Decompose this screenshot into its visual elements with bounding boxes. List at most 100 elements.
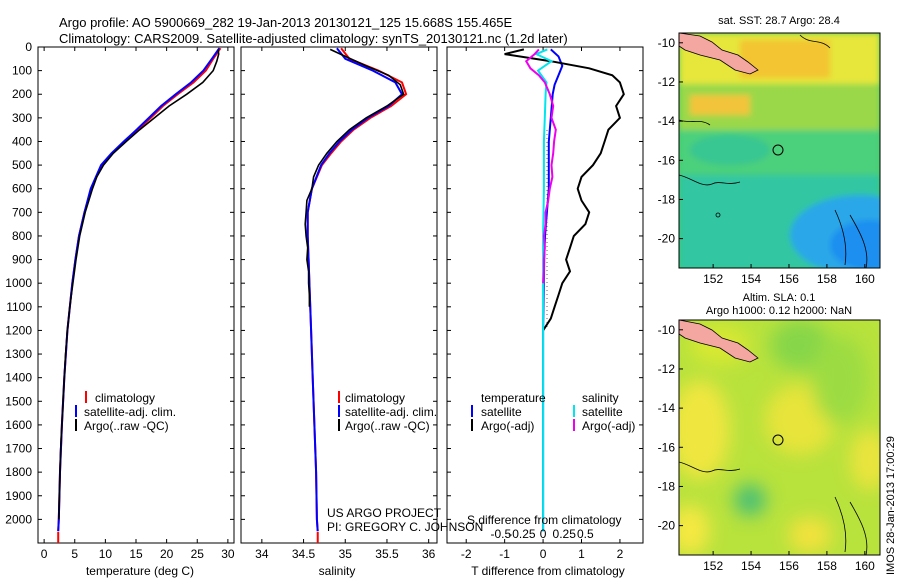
s-diff-tick-label: -0.5 bbox=[490, 527, 511, 541]
x-tick-label: 25 bbox=[191, 547, 205, 561]
map-y-tick-label: -10 bbox=[658, 323, 676, 337]
depth-tick-label: 0 bbox=[25, 40, 32, 54]
salinity-legend: climatology satellite-adj. clim. Argo(..… bbox=[338, 391, 437, 433]
depth-tick-label: 100 bbox=[12, 64, 32, 78]
map-y-tick-label: -14 bbox=[658, 114, 676, 128]
salinity-x-axis: 34 34.5 35 35.5 36 bbox=[255, 47, 436, 561]
sla-map-frame bbox=[678, 319, 881, 556]
depth-tick-label: 600 bbox=[12, 182, 32, 196]
x-tick-label: 15 bbox=[129, 547, 143, 561]
x-tick-label: 30 bbox=[221, 547, 235, 561]
legend-label-s-argo: Argo(-adj) bbox=[582, 419, 635, 433]
depth-tick-label: 300 bbox=[12, 111, 32, 125]
sla-map bbox=[679, 320, 880, 555]
depth-tick-label: 1600 bbox=[5, 418, 32, 432]
legend-label-argo: Argo(..raw -QC) bbox=[84, 419, 169, 433]
legend-label-t-argo: Argo(-adj) bbox=[481, 419, 534, 433]
map-x-tick-label: 160 bbox=[855, 559, 875, 573]
legend-label-t-satellite: satellite bbox=[481, 405, 522, 419]
map-x-tick-label: 158 bbox=[817, 559, 837, 573]
argo-position-marker bbox=[772, 434, 784, 446]
depth-tick-label: 1100 bbox=[6, 300, 32, 314]
x-tick-label: 36 bbox=[422, 547, 436, 561]
depth-tick-label: 1300 bbox=[5, 347, 32, 361]
salinity-axis-label: salinity bbox=[319, 564, 356, 578]
coastline bbox=[679, 33, 759, 75]
map-y-tick-label: -16 bbox=[658, 153, 676, 167]
map-x-tick-label: 154 bbox=[741, 559, 761, 573]
salinity-profiles bbox=[304, 47, 408, 543]
pi-credit: PI: GREGORY C. JOHNSON bbox=[327, 520, 483, 534]
salinity-plot-frame bbox=[240, 46, 438, 544]
map-y-tick-label: -10 bbox=[658, 36, 676, 50]
header-line-2: Climatology: CARS2009. Satellite-adjuste… bbox=[59, 31, 568, 46]
x-tick-label: 2 bbox=[617, 547, 624, 561]
legend-title-salinity: salinity bbox=[582, 391, 619, 405]
sla-map-subtitle: Argo h1000: 0.12 h2000: NaN bbox=[706, 305, 852, 317]
map-y-tick-label: -18 bbox=[658, 192, 676, 206]
map-x-tick-label: 156 bbox=[779, 272, 799, 286]
map-x-tick-label: 152 bbox=[703, 272, 723, 286]
depth-tick-label: 1500 bbox=[5, 394, 32, 408]
legend-label-climatology: climatology bbox=[95, 391, 155, 405]
series-line bbox=[58, 49, 220, 520]
x-tick-label: 1 bbox=[578, 547, 585, 561]
sla-map-axes: 152 154 156 158 160 -10 -12 -14 -16 -18 -20 bbox=[658, 323, 876, 573]
map-y-tick-label: -16 bbox=[658, 440, 676, 454]
map-x-tick-label: 160 bbox=[855, 272, 875, 286]
legend-title-temperature: temperature bbox=[481, 391, 546, 405]
depth-tick-label: 1800 bbox=[5, 465, 32, 479]
x-tick-label: 0 bbox=[41, 547, 48, 561]
sst-map-axes: 152 154 156 158 160 -10 -12 -14 -16 -18 -20 bbox=[658, 36, 876, 286]
depth-tick-label: 1700 bbox=[5, 442, 32, 456]
depth-tick-label: 700 bbox=[12, 205, 32, 219]
legend-label-climatology: climatology bbox=[345, 391, 405, 405]
s-diff-tick-label: -0.25 bbox=[508, 527, 536, 541]
series-line bbox=[304, 48, 405, 307]
x-tick-label: 0 bbox=[540, 547, 547, 561]
series-line bbox=[306, 47, 404, 532]
temperature-difference-axis-label: T difference from climatology bbox=[471, 564, 625, 578]
map-y-tick-label: -20 bbox=[658, 519, 676, 533]
sst-map bbox=[679, 33, 880, 268]
map-y-tick-label: -12 bbox=[658, 75, 676, 89]
legend-label-s-satellite: satellite bbox=[582, 405, 623, 419]
temperature-x-axis: 0 5 10 15 20 25 30 bbox=[41, 47, 235, 561]
s-diff-tick-label: 0 bbox=[540, 527, 547, 541]
series-line bbox=[524, 48, 557, 284]
depth-tick-label: 800 bbox=[12, 229, 32, 243]
x-tick-label: -1 bbox=[499, 547, 510, 561]
legend-label-satellite-adj: satellite-adj. clim. bbox=[84, 405, 176, 419]
temperature-legend: climatology satellite-adj. clim. Argo(..… bbox=[75, 391, 176, 433]
difference-legend: temperature salinity satellite Argo(-adj… bbox=[471, 391, 635, 433]
depth-tick-label: 1900 bbox=[5, 489, 32, 503]
legend-label-satellite-adj: satellite-adj. clim. bbox=[345, 405, 437, 419]
s-diff-tick-label: 0.25 bbox=[553, 527, 577, 541]
salinity-difference-axis: -0.5-0.25 0 0.25 0.5 bbox=[490, 527, 594, 541]
depth-axis: 0 100 200 300 400 500 600 700 800 900 1000 1100 1200… bbox=[5, 40, 643, 526]
header-line-1: Argo profile: AO 5900669_282 19-Jan-2013… bbox=[59, 15, 513, 30]
temperature-axis-label: temperature (deg C) bbox=[86, 564, 194, 578]
temperature-profiles bbox=[57, 47, 222, 543]
depth-tick-label: 900 bbox=[12, 253, 32, 267]
x-tick-label: 5 bbox=[71, 547, 78, 561]
x-tick-label: 34 bbox=[255, 547, 269, 561]
coastline bbox=[679, 320, 759, 363]
x-tick-label: 20 bbox=[160, 547, 174, 561]
difference-profiles bbox=[504, 48, 625, 532]
depth-tick-label: 500 bbox=[12, 158, 32, 172]
x-tick-label: 35.5 bbox=[375, 547, 399, 561]
temperature-plot-frame bbox=[37, 46, 235, 544]
project-credit: US ARGO PROJECT bbox=[327, 506, 442, 520]
depth-tick-label: 2000 bbox=[5, 512, 32, 526]
depth-tick-label: 1200 bbox=[5, 323, 32, 337]
salinity-difference-axis-label: S difference from climatology bbox=[467, 513, 622, 527]
timestamp: IMOS 28-Jan-2013 17:00:29 bbox=[885, 436, 897, 575]
sst-map-frame bbox=[678, 32, 881, 269]
map-y-tick-label: -12 bbox=[658, 362, 676, 376]
map-y-tick-label: -14 bbox=[658, 401, 676, 415]
map-y-tick-label: -20 bbox=[658, 232, 676, 246]
x-tick-label: 34.5 bbox=[292, 547, 316, 561]
map-y-tick-label: -18 bbox=[658, 479, 676, 493]
sst-map-title: sat. SST: 28.7 Argo: 28.4 bbox=[718, 15, 840, 27]
